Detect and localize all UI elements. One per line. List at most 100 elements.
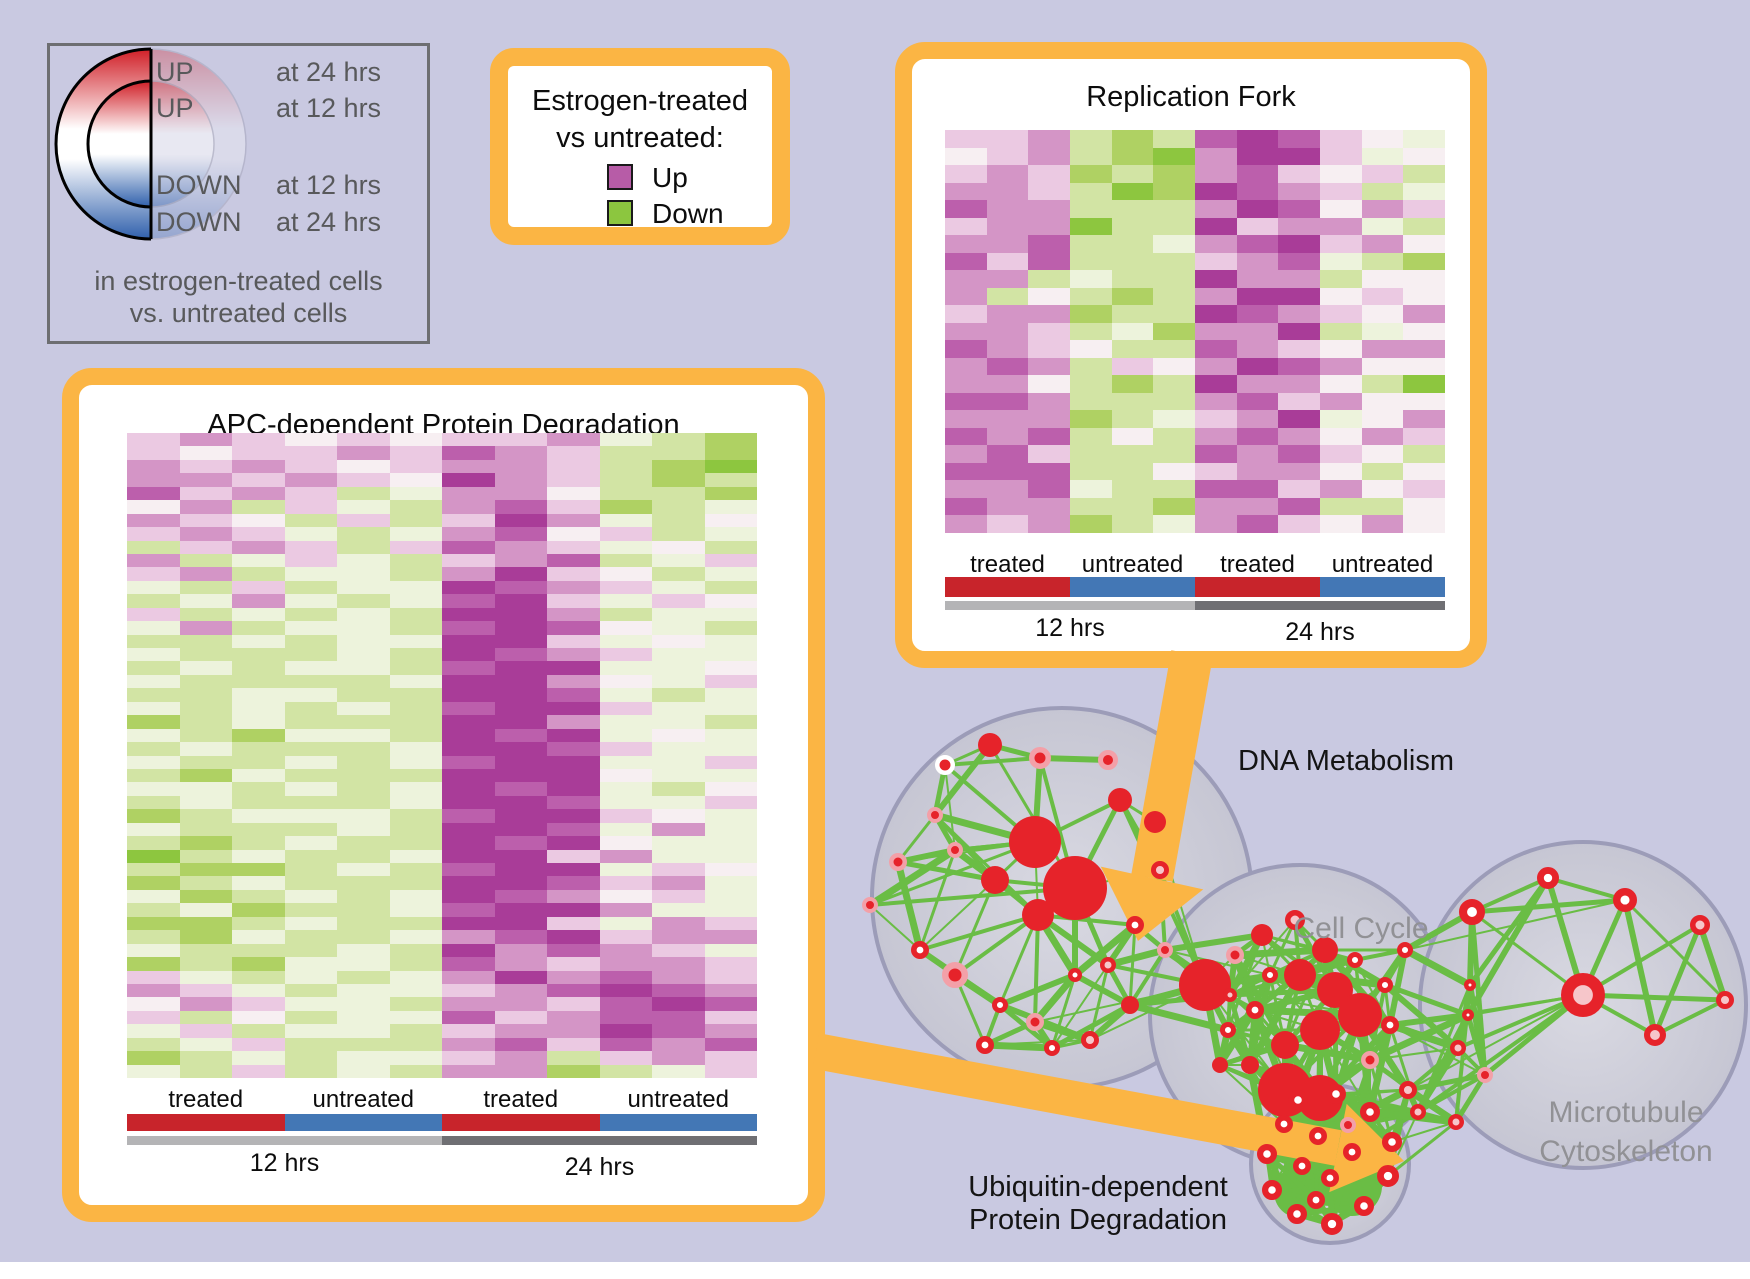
heatmap-cell xyxy=(494,648,547,662)
cluster-label-ubiquitin-protein-degradation: Ubiquitin-dependent xyxy=(968,1171,1228,1203)
heatmap-cell xyxy=(599,513,652,528)
heatmap-cell xyxy=(704,916,757,931)
network-edge xyxy=(1037,913,1136,927)
network-edge xyxy=(1129,1001,1229,1034)
heatmap-cell xyxy=(1070,462,1112,481)
heatmap-cell xyxy=(599,1024,652,1038)
heatmap-cell xyxy=(1320,165,1362,183)
heatmap-cell xyxy=(389,661,442,675)
heatmap-cell xyxy=(127,983,180,998)
heatmap-cell xyxy=(337,433,390,447)
heatmap-cell xyxy=(1028,287,1071,306)
heatmap-cell xyxy=(945,357,987,376)
rf-group-treated-12: treated xyxy=(970,551,1045,578)
heatmap-cell xyxy=(945,147,987,166)
heatmap-cell xyxy=(284,580,337,595)
heatmap-cell xyxy=(704,1010,757,1025)
network-edge xyxy=(1368,1011,1470,1064)
heatmap-cell xyxy=(442,1024,495,1038)
network-edge xyxy=(1471,876,1549,914)
gene-node-white-core xyxy=(1321,1169,1340,1188)
heatmap-cell xyxy=(494,849,547,863)
apc-bar-treated-12 xyxy=(127,1114,285,1131)
heatmap-row xyxy=(127,970,757,984)
heatmap-cell xyxy=(442,930,495,944)
heatmap-cell xyxy=(389,674,442,689)
heatmap-cell xyxy=(547,701,600,716)
heatmap-cell xyxy=(1403,462,1446,481)
heatmap-cell xyxy=(179,527,232,541)
heatmap-cell xyxy=(1403,322,1446,341)
gene-node-white-core xyxy=(975,1036,994,1055)
heatmap-cell xyxy=(1236,322,1279,341)
heatmap-cell xyxy=(704,607,757,622)
heatmap-cell xyxy=(547,742,600,756)
apc-bar-treated-24 xyxy=(442,1114,600,1131)
heatmap-cell xyxy=(442,580,495,595)
heatmap-cell xyxy=(1195,217,1237,236)
heatmap-cell xyxy=(652,997,705,1011)
heatmap-cell xyxy=(1361,375,1404,393)
heatmap-cell xyxy=(599,500,652,514)
heatmap-cell xyxy=(494,930,547,944)
heatmap-cell xyxy=(547,889,600,904)
heatmap-cell xyxy=(284,701,337,716)
heatmap-cell xyxy=(547,500,600,514)
heatmap-cell xyxy=(389,930,442,944)
heatmap-cell xyxy=(337,795,390,810)
down-label: Down xyxy=(652,198,724,229)
heatmap-cell xyxy=(1361,200,1404,218)
heatmap-cell xyxy=(652,688,705,702)
heatmap-cell xyxy=(284,567,337,581)
gene-node-solid xyxy=(981,866,1009,894)
heatmap-cell xyxy=(232,930,285,944)
heatmap-cell xyxy=(494,795,547,810)
heatmap-cell xyxy=(232,701,285,716)
heatmap-cell xyxy=(337,553,390,568)
heatmap-cell xyxy=(652,634,705,648)
heatmap-cell xyxy=(1028,165,1071,183)
heatmap-cell xyxy=(1320,480,1362,498)
heatmap-cell xyxy=(179,755,232,769)
heatmap-cell xyxy=(599,688,652,702)
heatmap-cell xyxy=(1361,497,1404,516)
gene-node-white-core xyxy=(1307,1191,1326,1210)
heatmap-row xyxy=(127,916,757,931)
heatmap-cell xyxy=(1320,200,1362,218)
heatmap-cell xyxy=(232,433,285,447)
heatmap-cell xyxy=(599,486,652,501)
apc-condition-bar xyxy=(127,1114,757,1131)
network-edge xyxy=(1128,924,1137,1006)
overlap-word-down12: DOWN xyxy=(156,170,242,200)
heatmap-cell xyxy=(232,486,285,501)
heatmap-cell xyxy=(179,863,232,877)
heatmap-cell xyxy=(232,742,285,756)
heatmap-cell xyxy=(442,836,495,850)
network-edge xyxy=(1128,948,1167,1007)
updown-legend-box xyxy=(490,48,790,245)
gene-node-pink-ring xyxy=(1157,942,1173,958)
heatmap-cell xyxy=(494,943,547,958)
heatmap-cell xyxy=(494,1037,547,1052)
heatmap-cell xyxy=(494,715,547,729)
heatmap-cell xyxy=(127,607,180,622)
network-edge xyxy=(1354,948,1406,962)
heatmap-cell xyxy=(284,997,337,1011)
heatmap-cell xyxy=(442,607,495,622)
heatmap-cell xyxy=(389,446,442,460)
gene-node-pink-ring xyxy=(889,853,907,871)
heatmap-cell xyxy=(945,497,987,516)
cluster-label-cell-cycle: Cell Cycle xyxy=(1293,912,1428,945)
heatmap-cell xyxy=(599,983,652,998)
heatmap-cell xyxy=(179,674,232,689)
gene-node-white-core xyxy=(1068,968,1082,982)
network-edge xyxy=(1034,984,1206,1023)
heatmap-cell xyxy=(337,567,390,581)
heatmap-cell xyxy=(442,540,495,554)
heatmap-cell xyxy=(599,553,652,568)
heatmap-cell xyxy=(1320,182,1362,201)
heatmap-cell xyxy=(1111,217,1154,236)
heatmap-cell xyxy=(704,648,757,662)
heatmap-cell xyxy=(547,795,600,810)
heatmap-cell xyxy=(599,863,652,877)
